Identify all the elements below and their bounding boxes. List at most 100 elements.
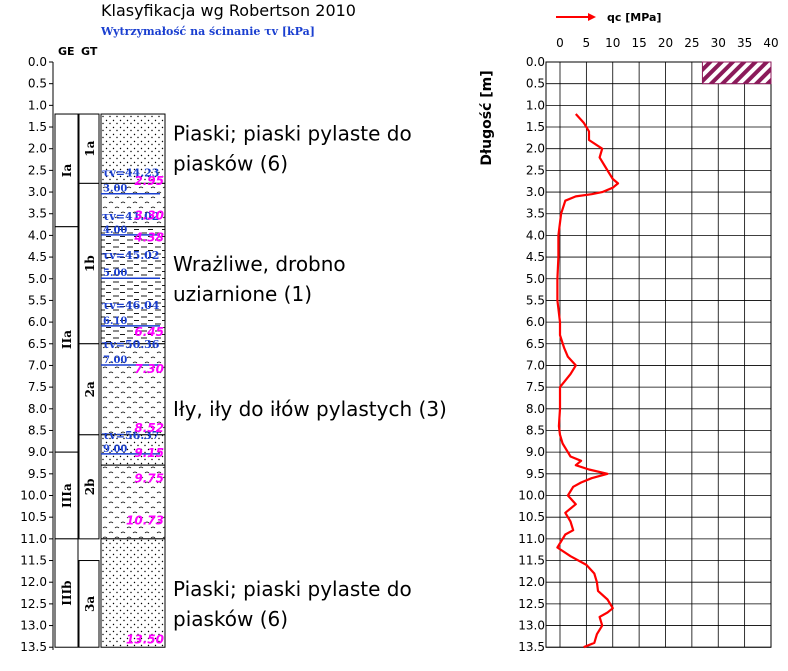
left-tick-label: 9.5 [28, 467, 47, 481]
sample-depth-label: 4.38 [133, 231, 164, 245]
left-tick-label: 4.5 [28, 250, 47, 264]
qc-y-tick-label: 5.0 [526, 272, 545, 286]
left-tick-label: 12.0 [20, 575, 47, 589]
left-tick-label: 9.0 [28, 445, 47, 459]
sample-depth-label: 6.45 [134, 325, 164, 339]
lithology-layer-silt [100, 182, 166, 228]
qc-y-tick-label: 11.0 [518, 532, 545, 546]
qc-y-tick-label: 13.5 [518, 640, 545, 654]
left-tick-label: 4.0 [28, 228, 47, 242]
gt-unit-label: 3a [83, 596, 97, 612]
qc-x-tick-label: 40 [763, 36, 778, 50]
qc-y-tick-label: 1.0 [526, 98, 545, 112]
qc-y-tick-label: 6.0 [526, 315, 545, 329]
left-tick-label: 10.5 [20, 510, 47, 524]
left-tick-label: 0.5 [28, 77, 47, 91]
boundary-depth-label: 4.00 [103, 225, 127, 236]
qc-y-tick-label: 2.5 [526, 163, 545, 177]
qc-y-tick-label: 4.0 [526, 228, 545, 242]
class-label-line1: Piaski; piaski pylaste do [173, 122, 412, 146]
left-tick-label: 7.0 [28, 358, 47, 372]
legend-arrow [588, 13, 596, 21]
chart-subtitle: Wytrzymałość na ścinanie τv [kPa] [100, 25, 315, 38]
left-tick-label: 0.0 [28, 55, 47, 69]
left-tick-label: 8.0 [28, 402, 47, 416]
qc-y-tick-label: 3.5 [526, 207, 545, 221]
boundary-depth-label: 9.00 [103, 444, 127, 455]
left-tick-label: 13.0 [20, 619, 47, 633]
shear-strength-label: τv=56.37 [102, 429, 159, 442]
shear-strength-label: τv=46.04 [102, 299, 160, 312]
left-tick-label: 10.0 [20, 489, 47, 503]
gt-header: GT [81, 45, 98, 58]
left-tick-label: 7.5 [28, 380, 47, 394]
qc-x-tick-label: 15 [631, 36, 646, 50]
lithology-layer-sand [100, 538, 166, 648]
qc-y-tick-label: 7.0 [526, 358, 545, 372]
qc-x-tick-label: 20 [658, 36, 673, 50]
shear-strength-label: τv=44.23 [102, 167, 159, 180]
left-tick-label: 6.0 [28, 315, 47, 329]
qc-x-tick-label: 25 [684, 36, 699, 50]
ge-unit-box [54, 538, 79, 648]
sample-depth-label: 9.15 [134, 446, 164, 460]
left-tick-label: 1.0 [28, 98, 47, 112]
ge-header: GE [58, 45, 75, 58]
lithology-layer-silt [100, 464, 166, 540]
left-tick-label: 11.5 [20, 554, 47, 568]
lithology-annotations: τv=44.23 τv=41.02 τv=45.02 τv=46.04 τv=50.36… [101, 167, 164, 647]
qc-ylabel: Długość [m] [479, 70, 495, 165]
ge-unit-label: IIIa [60, 483, 74, 508]
qc-y-tick-label: 7.5 [526, 380, 545, 394]
sample-depth-label: 8.52 [134, 421, 164, 435]
sample-depth-label: 2.95 [134, 174, 164, 188]
boundary-depth-label: 5.00 [103, 268, 127, 279]
class-label-line1: Iły, iły do iłów pylastych (3) [173, 397, 447, 421]
gt-unit-box [78, 434, 100, 540]
qc-y-tick-label: 8.0 [526, 402, 545, 416]
left-depth-ticks: 0.0 0.5 1.0 1.5 2.0 2.5 3.0 3.5 4.0 4.5 5.0 5.5 6.0 6… [20, 55, 53, 654]
qc-y-tick-label: 9.0 [526, 445, 545, 459]
qc-x-ticks: 0 5 10 15 20 25 30 35 40 [556, 36, 778, 50]
gt-unit-label: 1b [83, 255, 97, 272]
left-tick-label: 12.5 [20, 597, 47, 611]
qc-x-tick-label: 10 [605, 36, 620, 50]
class-label-line1: Wrażliwe, drobno [173, 252, 346, 276]
qc-y-tick-label: 10.0 [518, 489, 545, 503]
class-label-line2: uziarnione (1) [173, 282, 312, 306]
boundary-depth-label: 6.10 [103, 316, 127, 327]
qc-y-tick-label: 1.5 [526, 120, 545, 134]
sample-depth-label: 13.50 [126, 633, 164, 647]
ge-column: Ia IIa IIIa IIIb [54, 113, 79, 648]
predrill-hatch [701, 61, 772, 85]
legend-label: qc [MPa] [607, 11, 661, 24]
left-tick-label: 2.0 [28, 142, 47, 156]
sample-depth-label: 10.73 [126, 513, 164, 527]
chart-title: Klasyfikacja wg Robertson 2010 [101, 1, 356, 20]
lithology-layer-sand [100, 434, 166, 466]
predrill-rect [701, 61, 772, 85]
lithology-layer-silt [100, 343, 166, 436]
gt-unit-label: 2b [83, 478, 97, 495]
left-tick-label: 6.5 [28, 337, 47, 351]
class-label-line2: piasków (6) [173, 607, 288, 631]
shear-strength-label: τv=50.36 [102, 338, 160, 351]
qc-y-tick-label: 5.5 [526, 293, 545, 307]
qc-y-ticks: 0.0 0.5 1.0 1.5 2.0 2.5 3.0 3.5 4.0 4.5 5.0 5.5 6.0 6… [518, 55, 545, 654]
qc-y-tick-label: 0.0 [526, 55, 545, 69]
robertson-classes: Piaski; piaski pylaste do piasków (6) Wraż… [173, 122, 447, 631]
gt-column: 1a 1b 2a 2b 3a [78, 113, 100, 648]
ge-unit-label: IIIb [60, 580, 74, 605]
qc-y-tick-label: 8.5 [526, 423, 545, 437]
left-tick-label: 3.5 [28, 207, 47, 221]
qc-y-tick-label: 0.5 [526, 77, 545, 91]
qc-x-tick-label: 5 [583, 36, 591, 50]
sample-depth-label: 7.30 [134, 362, 164, 376]
qc-y-tick-label: 3.0 [526, 185, 545, 199]
qc-y-tick-label: 12.0 [518, 575, 545, 589]
ge-unit-label: IIa [60, 330, 74, 349]
left-tick-label: 3.0 [28, 185, 47, 199]
lithology-column [100, 113, 166, 648]
left-tick-label: 5.0 [28, 272, 47, 286]
